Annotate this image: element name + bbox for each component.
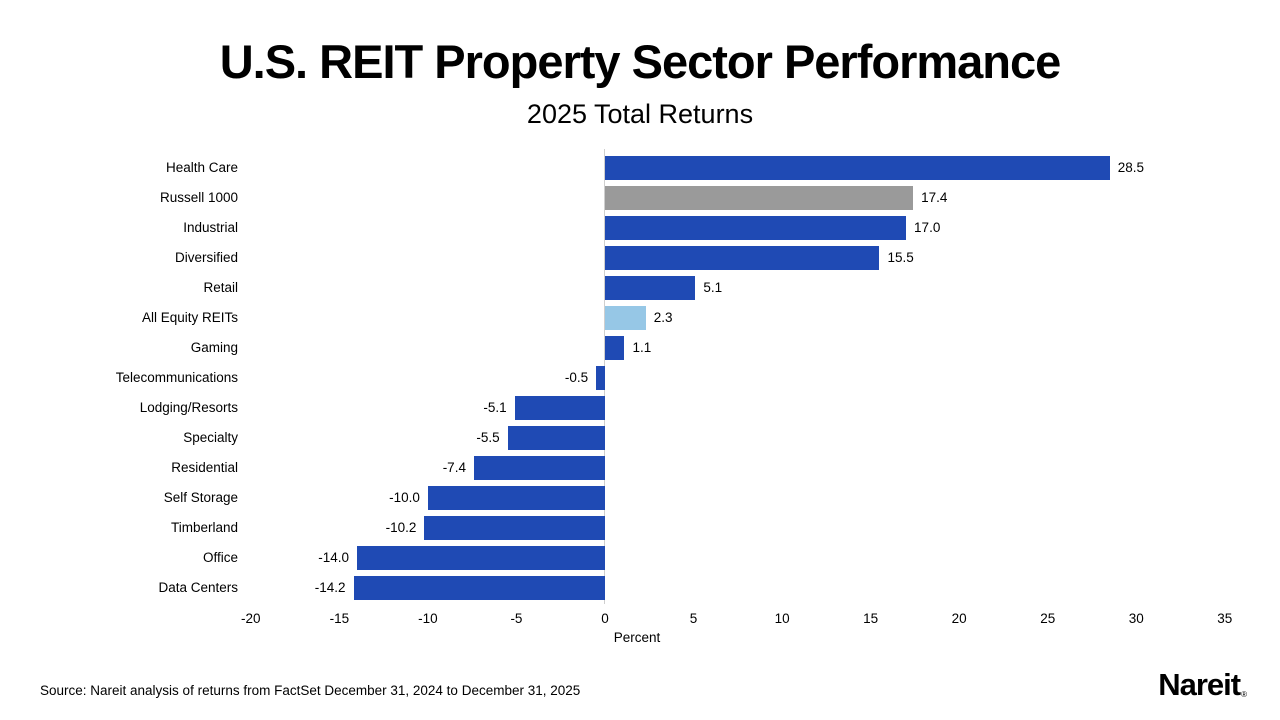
category-label: All Equity REITs: [141, 310, 238, 325]
value-label: -5.1: [483, 400, 507, 415]
bar-specialty: [507, 426, 605, 450]
bar-all-equity-reits: [605, 306, 646, 330]
x-tick-label: -15: [329, 611, 350, 626]
x-tick-label: 10: [774, 611, 790, 626]
registered-trademark-mark: ®: [1241, 690, 1247, 699]
x-tick-label: -20: [241, 611, 261, 626]
value-label: -14.2: [314, 580, 346, 595]
category-label: Specialty: [183, 430, 238, 445]
x-tick-label: 15: [863, 611, 879, 626]
x-tick-label: -5: [510, 611, 523, 626]
x-tick-label: 30: [1128, 611, 1144, 626]
category-label: Gaming: [190, 340, 238, 355]
category-label: Self Storage: [163, 490, 238, 505]
category-label: Data Centers: [158, 580, 238, 595]
category-label: Diversified: [174, 250, 238, 265]
bar-office: [357, 546, 605, 570]
value-label: 17.4: [921, 190, 948, 205]
category-label: Office: [202, 550, 238, 565]
category-label: Health Care: [165, 160, 238, 175]
bar-diversified: [605, 246, 880, 270]
value-label: 1.1: [632, 340, 652, 355]
bar-residential: [473, 456, 605, 480]
category-label: Russell 1000: [159, 190, 238, 205]
x-tick-label: 20: [951, 611, 967, 626]
value-label: 17.0: [914, 220, 941, 235]
category-label: Retail: [203, 280, 238, 295]
bar-gaming: [605, 336, 625, 360]
value-label: -14.0: [318, 550, 350, 565]
page-title: U.S. REIT Property Sector Performance: [219, 35, 1062, 88]
bar-data-centers: [353, 576, 605, 600]
x-tick-label: 35: [1217, 611, 1233, 626]
value-label: -10.0: [389, 490, 420, 505]
x-tick-label: 5: [689, 611, 698, 626]
category-label: Telecommunications: [115, 370, 238, 385]
value-label: 28.5: [1117, 160, 1144, 175]
bar-russell-1000: [605, 186, 914, 210]
value-label: 2.3: [653, 310, 673, 325]
value-label: 15.5: [887, 250, 914, 265]
x-tick-label: -10: [418, 611, 438, 626]
chart-subtitle: 2025 Total Returns: [526, 99, 754, 129]
nareit-logo: Nareit®: [1158, 667, 1247, 703]
category-label: Lodging/Resorts: [139, 400, 238, 415]
bar-telecommunications: [596, 366, 605, 390]
value-label: -7.4: [442, 460, 466, 475]
category-label: Industrial: [183, 220, 238, 235]
value-label: -5.5: [476, 430, 500, 445]
value-label: -10.2: [385, 520, 417, 535]
x-tick-label: 25: [1040, 611, 1056, 626]
nareit-logo-text: Nareit: [1158, 667, 1241, 702]
bar-timberland: [424, 516, 605, 540]
bar-industrial: [605, 216, 907, 240]
bar-lodging-resorts: [514, 396, 605, 420]
x-axis-label: Percent: [613, 630, 661, 645]
bar-health-care: [605, 156, 1110, 180]
value-label: -0.5: [564, 370, 589, 385]
bar-self-storage: [427, 486, 605, 510]
bar-retail: [605, 276, 696, 300]
x-tick-label: 0: [601, 611, 609, 626]
category-label: Timberland: [170, 520, 238, 535]
value-label: 5.1: [703, 280, 723, 295]
category-label: Residential: [171, 460, 238, 475]
source-note: Source: Nareit analysis of returns from …: [40, 683, 581, 698]
